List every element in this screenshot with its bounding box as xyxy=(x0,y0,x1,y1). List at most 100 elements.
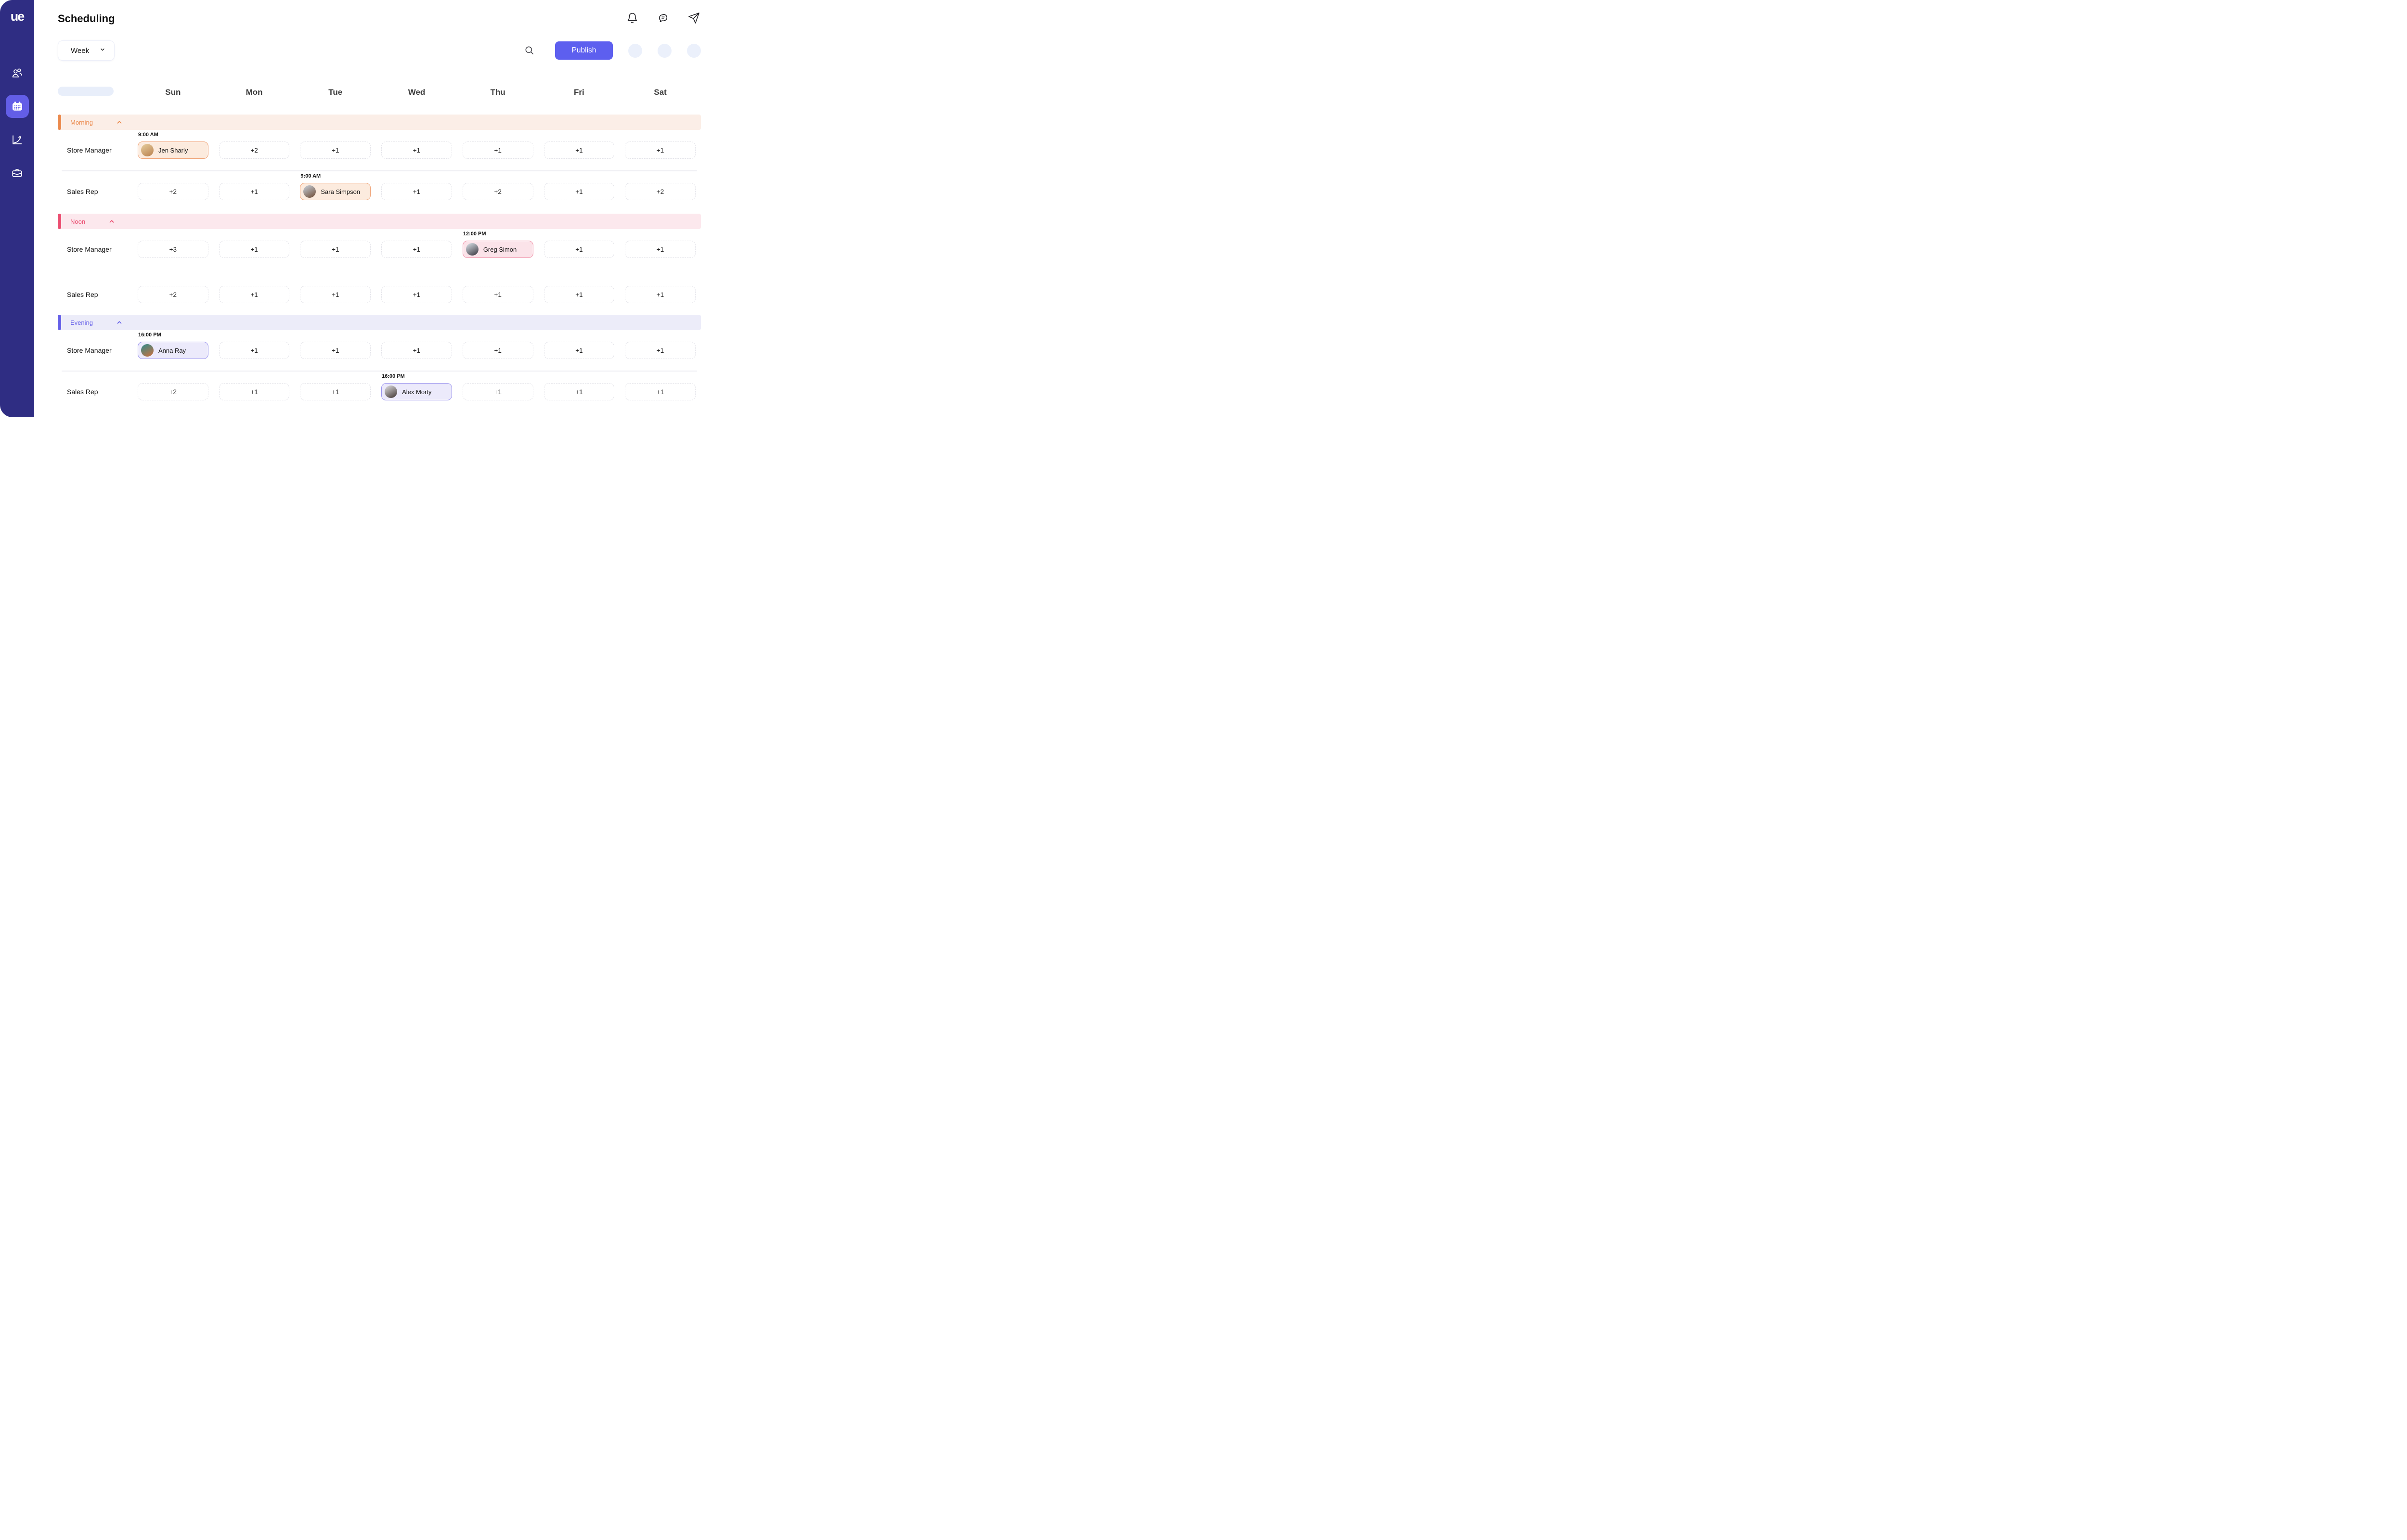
cell-tue: +1 xyxy=(295,274,376,315)
open-slot[interactable]: +3 xyxy=(137,241,208,258)
open-slot[interactable]: +1 xyxy=(462,383,533,400)
avatar xyxy=(141,344,154,357)
open-slot[interactable]: +2 xyxy=(462,183,533,200)
sidebar-item-analytics[interactable] xyxy=(6,128,29,151)
schedule-row-store-manager: Store Manager +3 +1 +1 +1 12:00 PM Greg Simon +… xyxy=(58,229,701,270)
cell-mon: +2 xyxy=(214,130,295,170)
publish-button[interactable]: Publish xyxy=(555,41,613,60)
avatar-placeholder-1[interactable] xyxy=(628,43,642,58)
shift-chip[interactable]: Alex Morty xyxy=(381,383,452,400)
open-slot[interactable]: +1 xyxy=(219,383,290,400)
messages-button[interactable] xyxy=(657,13,669,25)
open-slot[interactable]: +1 xyxy=(625,241,696,258)
shift-chip[interactable]: Sara Simpson xyxy=(300,183,371,200)
avatar-placeholder-3[interactable] xyxy=(687,43,701,58)
sidebar-item-team[interactable] xyxy=(6,62,29,85)
open-slot[interactable]: +2 xyxy=(219,141,290,159)
search-icon xyxy=(524,46,535,57)
share-button[interactable] xyxy=(687,13,700,25)
cell-sun: +2 xyxy=(132,171,214,212)
avatar-placeholder-2[interactable] xyxy=(658,43,672,58)
role-label: Sales Rep xyxy=(67,291,98,298)
cell-fri: +1 xyxy=(539,372,620,412)
chevron-up-icon[interactable] xyxy=(116,319,123,326)
cell-fri: +1 xyxy=(539,130,620,170)
section-noon: Noon Store Manager +3 +1 +1 +1 12:00 PM Greg Si… xyxy=(58,214,701,315)
cell-thu: 12:00 PM Greg Simon xyxy=(457,229,539,270)
open-slot[interactable]: +1 xyxy=(219,183,290,200)
open-slot[interactable]: +2 xyxy=(137,183,208,200)
header-actions xyxy=(626,13,701,25)
role-label: Sales Rep xyxy=(67,188,98,195)
open-slot[interactable]: +1 xyxy=(544,241,615,258)
open-slot[interactable]: +1 xyxy=(462,141,533,159)
open-slot[interactable]: +1 xyxy=(544,183,615,200)
open-slot[interactable]: +1 xyxy=(544,286,615,303)
shift-chip[interactable]: Anna Ray xyxy=(137,342,208,359)
shift-chip[interactable]: Jen Sharly xyxy=(137,141,208,159)
open-slot[interactable]: +1 xyxy=(381,141,452,159)
cell-tue: +1 xyxy=(295,130,376,170)
open-slot[interactable]: +1 xyxy=(625,141,696,159)
open-slot[interactable]: +1 xyxy=(544,383,615,400)
cell-fri: +1 xyxy=(539,229,620,270)
section-band: Noon xyxy=(58,214,701,229)
cell-sun: +2 xyxy=(132,372,214,412)
calendar-icon xyxy=(11,100,24,113)
open-slot[interactable]: +1 xyxy=(381,286,452,303)
day-header-row: Sun Mon Tue Wed Thu Fri Sat xyxy=(58,86,701,99)
open-slot[interactable]: +1 xyxy=(300,241,371,258)
open-slot[interactable]: +1 xyxy=(219,342,290,359)
trend-icon xyxy=(11,133,24,146)
open-slot[interactable]: +1 xyxy=(381,342,452,359)
section-accent-bar xyxy=(58,115,61,130)
cell-thu: +2 xyxy=(457,171,539,212)
cell-wed: 16:00 PM Alex Morty xyxy=(376,372,457,412)
bell-icon xyxy=(626,12,638,26)
open-slot[interactable]: +2 xyxy=(137,286,208,303)
open-slot[interactable]: +1 xyxy=(381,183,452,200)
open-slot[interactable]: +1 xyxy=(462,286,533,303)
open-slot[interactable]: +1 xyxy=(625,383,696,400)
open-slot[interactable]: +1 xyxy=(462,342,533,359)
open-slot[interactable]: +1 xyxy=(219,241,290,258)
cell-fri: +1 xyxy=(539,274,620,315)
header-skeleton xyxy=(58,87,114,96)
sidebar-item-jobs[interactable] xyxy=(6,161,29,184)
cell-wed: +1 xyxy=(376,229,457,270)
chevron-up-icon[interactable] xyxy=(108,218,115,225)
shift-chip[interactable]: Greg Simon xyxy=(462,241,533,258)
avatar xyxy=(303,185,316,198)
shift-time: 9:00 AM xyxy=(138,132,158,138)
open-slot[interactable]: +2 xyxy=(137,383,208,400)
cell-tue: +1 xyxy=(295,372,376,412)
cell-mon: +1 xyxy=(214,229,295,270)
open-slot[interactable]: +1 xyxy=(625,286,696,303)
schedule-body: Morning Store Manager 9:00 AM Jen Sharly +2 +… xyxy=(58,115,701,412)
open-slot[interactable]: +1 xyxy=(300,383,371,400)
open-slot[interactable]: +1 xyxy=(625,342,696,359)
cell-wed: +1 xyxy=(376,330,457,371)
open-slot[interactable]: +1 xyxy=(381,241,452,258)
notifications-button[interactable] xyxy=(626,13,638,25)
sidebar-item-scheduling[interactable] xyxy=(5,95,29,118)
open-slot[interactable]: +1 xyxy=(219,286,290,303)
day-header-mon: Mon xyxy=(246,88,263,97)
open-slot[interactable]: +1 xyxy=(300,286,371,303)
person-name: Alex Morty xyxy=(402,388,432,396)
view-selector[interactable]: Week xyxy=(58,40,115,61)
open-slot[interactable]: +2 xyxy=(625,183,696,200)
schedule-grid: Sun Mon Tue Wed Thu Fri Sat Morning Store Manag… xyxy=(58,86,701,412)
chevron-up-icon[interactable] xyxy=(116,119,123,126)
schedule-row-sales-rep: Sales Rep +2 +1 +1 16:00 PM Alex Morty +1 +1 +1 xyxy=(58,372,701,412)
open-slot[interactable]: +1 xyxy=(300,342,371,359)
search-button[interactable] xyxy=(523,45,535,56)
toolbar: Week Publish xyxy=(58,40,701,61)
avatar xyxy=(466,243,479,256)
open-slot[interactable]: +1 xyxy=(544,141,615,159)
section-evening: Evening Store Manager 16:00 PM Anna Ray +1 +1… xyxy=(58,315,701,412)
open-slot[interactable]: +1 xyxy=(300,141,371,159)
cell-mon: +1 xyxy=(214,372,295,412)
cell-wed: +1 xyxy=(376,171,457,212)
open-slot[interactable]: +1 xyxy=(544,342,615,359)
